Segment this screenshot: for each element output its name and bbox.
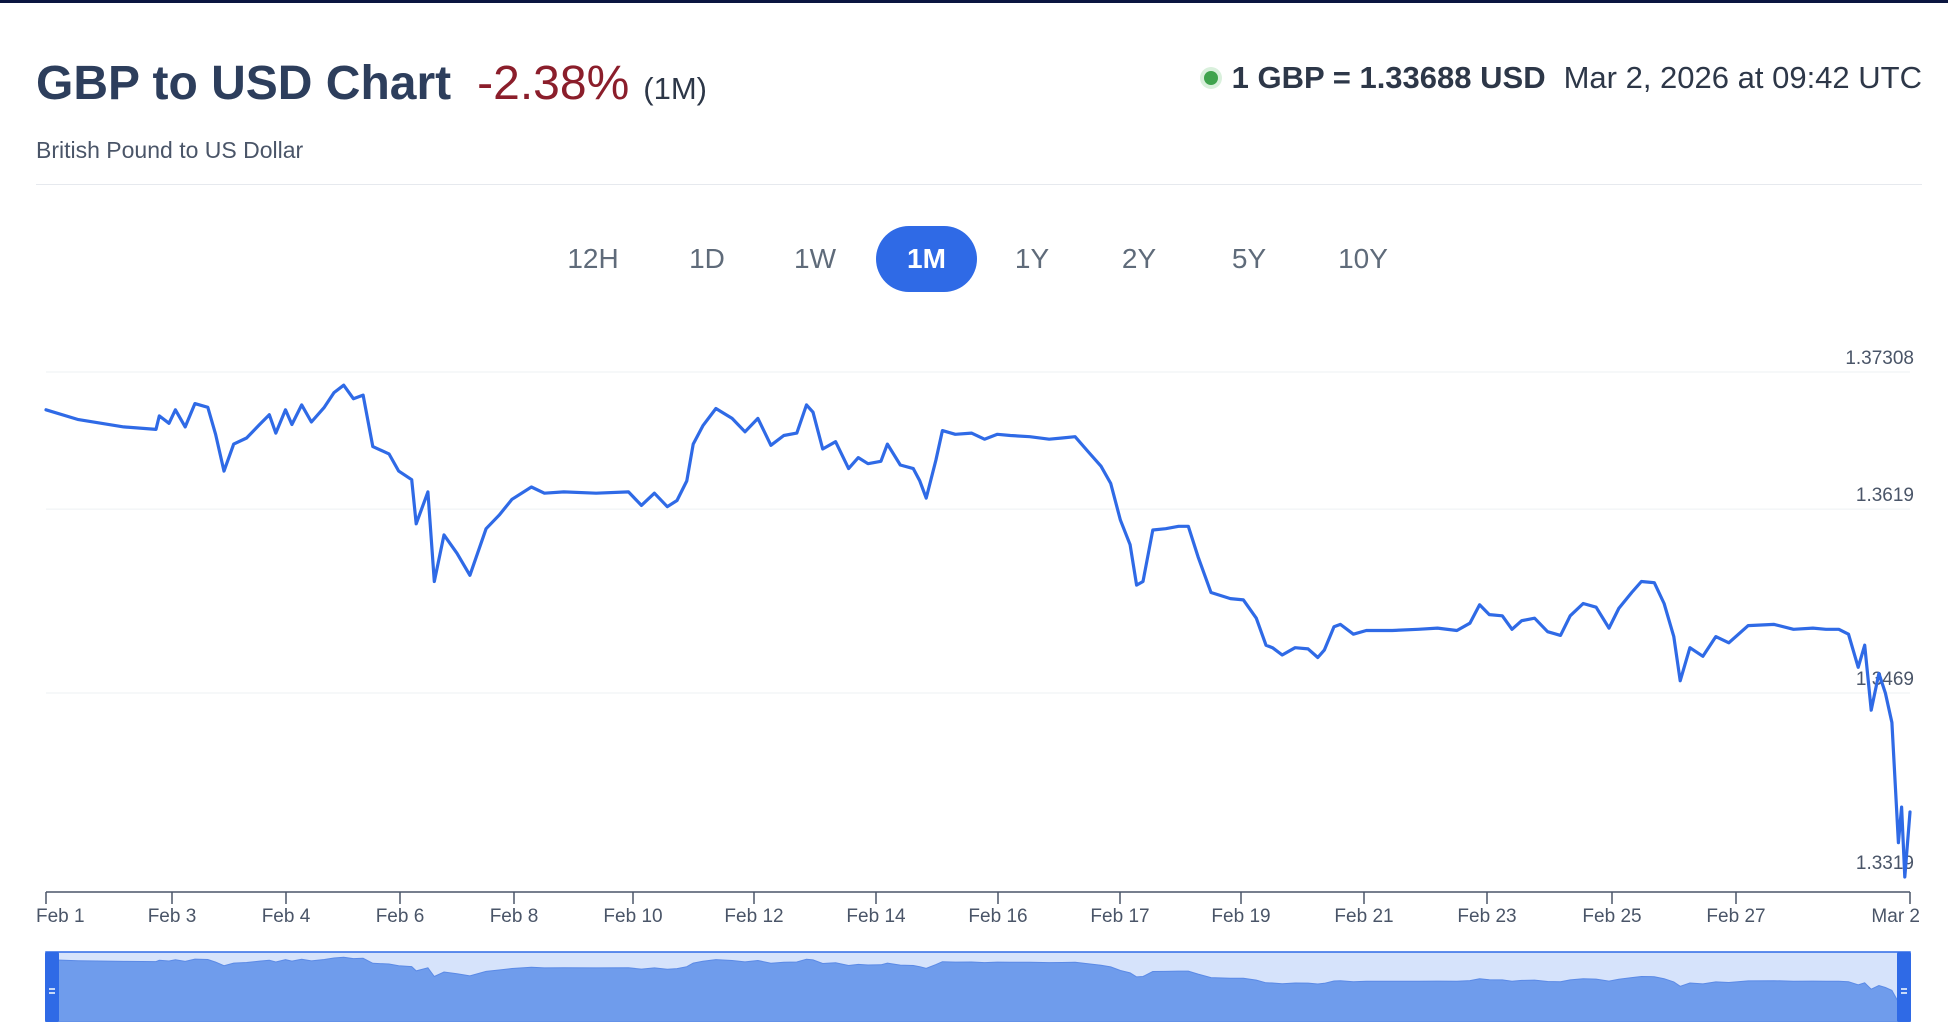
x-tick-label: Feb 21 [1334,906,1393,927]
tab-1m[interactable]: 1M [876,226,977,292]
x-tick-label: Feb 6 [376,906,425,927]
range-navigator[interactable] [45,951,1911,1022]
x-tick-label: Feb 3 [148,906,197,927]
tab-1d[interactable]: 1D [689,243,725,274]
rate-value: 1 GBP = 1.33688 USD [1231,60,1546,95]
y-tick-label: 1.3619 [1856,485,1914,506]
x-tick-label: Feb 23 [1457,906,1516,927]
range-tabs: 12H 1D 1W 1M 1Y 2Y 5Y 10Y [0,226,1948,292]
x-tick-label: Feb 25 [1582,906,1641,927]
x-tick-label: Feb 14 [846,906,906,927]
live-rate: 1 GBP = 1.33688 USD Mar 2, 2026 at 09:42… [1203,60,1922,96]
x-tick-label: Feb 12 [724,906,783,927]
x-tick-label: Feb 19 [1211,906,1270,927]
y-tick-label: 1.3469 [1856,669,1914,690]
x-tick-label: Feb 4 [262,906,311,927]
x-tick-label: Feb 8 [490,906,539,927]
top-accent-bar [0,0,1948,3]
drag-handle-icon[interactable] [45,952,59,1022]
page-title: GBP to USD Chart [36,57,452,110]
change-percent: -2.38% [477,57,630,110]
drag-handle-icon[interactable] [1897,952,1911,1022]
x-tick-label: Mar 2 [1871,906,1920,927]
tab-5y[interactable]: 5Y [1231,243,1267,274]
x-axis: Feb 1 Feb 3 Feb 4 Feb 6 Feb 8 Feb 10 Feb 12 Feb… [36,891,1920,927]
x-tick-label: Feb 1 [36,906,85,927]
chart-grid [46,371,1910,694]
y-tick-label: 1.37308 [1845,348,1914,369]
x-tick-label: Feb 17 [1090,906,1149,927]
live-status-dot-icon [1203,71,1218,85]
y-axis: 1.37308 1.3619 1.3469 1.3319 [1845,348,1914,874]
navigator-handle-left[interactable] [45,952,59,1022]
tab-10y[interactable]: 10Y [1338,243,1388,274]
y-tick-label: 1.3319 [1856,853,1914,874]
series-group [44,383,1912,879]
gbp-usd-line [44,383,1912,879]
header-divider [36,184,1922,185]
rate-timestamp: Mar 2, 2026 at 09:42 UTC [1563,60,1922,95]
tab-1w[interactable]: 1W [794,243,836,274]
x-tick-label: Feb 16 [968,906,1027,927]
navigator-handle-right[interactable] [1897,952,1911,1022]
x-tick-label: Feb 27 [1706,906,1765,927]
tab-2y[interactable]: 2Y [1121,243,1157,274]
chart-header: GBP to USD Chart -2.38% (1M) [36,56,707,111]
tab-12h[interactable]: 12H [567,243,619,274]
page-subtitle: British Pound to US Dollar [36,137,304,163]
navigator-series-area [45,956,1911,1022]
change-period: (1M) [643,71,707,106]
x-tick-label: Feb 10 [603,906,662,927]
tab-1y[interactable]: 1Y [1014,243,1050,274]
